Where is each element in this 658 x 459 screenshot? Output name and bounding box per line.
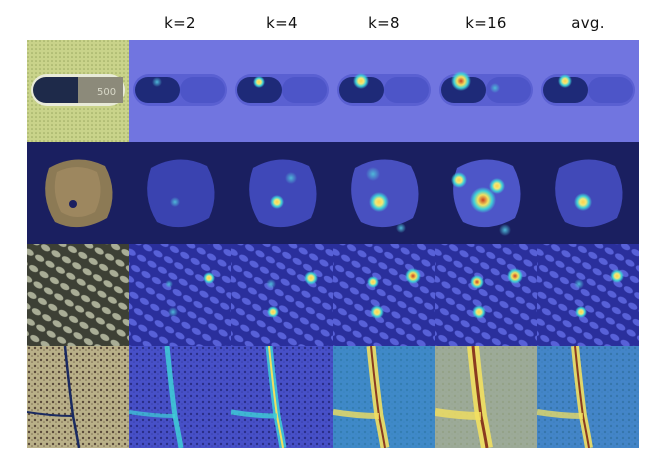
hazelnut-heatmap-avg (537, 142, 639, 244)
column-label-k8: k=8 (368, 14, 400, 32)
column-label-k2: k=2 (164, 14, 196, 32)
capsule-heatmap-k16 (435, 40, 537, 142)
capsule-heatmap-k8 (333, 40, 435, 142)
grid-heatmap-k16 (435, 244, 537, 346)
wood-heatmap-k16 (435, 346, 537, 448)
hazelnut-heatmap-k16 (435, 142, 537, 244)
capsule-heatmap-avg (537, 40, 639, 142)
grid-heatmap-k8 (333, 244, 435, 346)
wood-heatmap-k2 (129, 346, 231, 448)
hazelnut-heatmap-k2 (129, 142, 231, 244)
wood-input-image (27, 346, 129, 448)
hazelnut-heatmap-k4 (231, 142, 333, 244)
grid-heatmap-k4 (231, 244, 333, 346)
grid-input-image (27, 244, 129, 346)
grid-heatmap-avg (537, 244, 639, 346)
hazelnut-heatmap-k8 (333, 142, 435, 244)
wood-heatmap-avg (537, 346, 639, 448)
hazelnut-input-image (27, 142, 129, 244)
capsule-print-text: 500 (97, 87, 116, 98)
grid-heatmap-k2 (129, 244, 231, 346)
column-label-k16: k=16 (465, 14, 507, 32)
column-label-avg: avg. (571, 14, 605, 32)
wood-heatmap-k4 (231, 346, 333, 448)
capsule-heatmap-k2 (129, 40, 231, 142)
capsule-heatmap-k4 (231, 40, 333, 142)
wood-heatmap-k8 (333, 346, 435, 448)
column-label-k4: k=4 (266, 14, 298, 32)
capsule-input-image: 500 (27, 40, 129, 142)
